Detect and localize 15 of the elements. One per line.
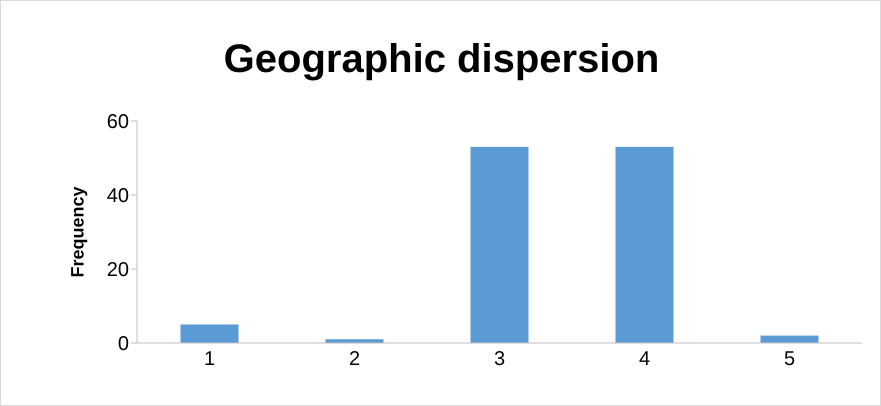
x-tick-label: 4 xyxy=(638,348,650,370)
x-tick-label: 2 xyxy=(348,348,360,370)
bar xyxy=(616,146,674,343)
bar xyxy=(180,324,238,343)
bar xyxy=(760,336,818,343)
x-tick-label: 1 xyxy=(204,348,216,370)
chart-title: Geographic dispersion xyxy=(222,37,660,82)
y-tick-label: 0 xyxy=(118,333,129,356)
y-tick-label: 60 xyxy=(106,111,129,134)
x-tick-label: 3 xyxy=(494,348,506,370)
y-axis-title: Frequency xyxy=(67,186,88,278)
y-tick-label: 40 xyxy=(106,185,129,208)
y-tick-label: 20 xyxy=(106,259,129,282)
x-tick-label: 5 xyxy=(784,348,796,370)
bar xyxy=(470,146,528,343)
